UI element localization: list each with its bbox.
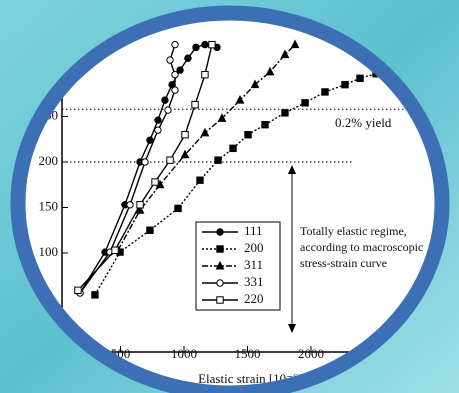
x-tick-label: 1000 xyxy=(171,346,197,361)
marker xyxy=(214,156,222,164)
marker xyxy=(280,49,290,59)
legend: 111 200 311 331 220 xyxy=(195,221,281,311)
x-tick-label: 1500 xyxy=(235,346,261,361)
marker xyxy=(184,54,192,62)
legend-label: 220 xyxy=(244,291,264,306)
marker xyxy=(196,176,204,184)
marker xyxy=(91,291,99,299)
legend-marker xyxy=(216,228,224,236)
marker xyxy=(290,39,300,49)
marker xyxy=(200,127,210,137)
marker xyxy=(265,66,275,76)
marker xyxy=(321,88,329,96)
legend-label: 111 xyxy=(244,223,263,238)
legend-marker xyxy=(215,260,225,270)
marker xyxy=(261,120,269,129)
marker xyxy=(111,246,119,254)
legend-marker xyxy=(216,296,224,304)
marker xyxy=(192,43,200,52)
marker xyxy=(166,56,174,64)
legend-label: 331 xyxy=(244,274,264,289)
legend-label: 311 xyxy=(244,257,263,272)
marker xyxy=(208,40,216,49)
x-tick-label: 2000 xyxy=(298,346,324,361)
marker xyxy=(201,70,209,79)
regime-label: according to macroscopic xyxy=(300,240,423,254)
marker xyxy=(135,205,145,214)
marker xyxy=(174,204,182,213)
marker xyxy=(126,201,134,209)
marker xyxy=(250,79,260,89)
marker xyxy=(154,126,162,134)
marker xyxy=(154,116,162,124)
y-tick-label: 150 xyxy=(39,198,59,213)
marker xyxy=(191,100,199,109)
marker xyxy=(171,70,179,79)
marker xyxy=(136,201,144,209)
regime-label: stress-strain curve xyxy=(300,256,387,270)
marker xyxy=(146,226,154,234)
marker xyxy=(217,113,227,122)
marker xyxy=(301,99,309,107)
marker xyxy=(229,144,237,153)
marker xyxy=(166,156,174,164)
marker xyxy=(181,131,189,139)
legend-label: 200 xyxy=(244,240,264,255)
marker xyxy=(180,149,190,159)
marker xyxy=(164,106,172,114)
arrow-head xyxy=(288,324,296,333)
frame-fill xyxy=(18,13,442,393)
regime-label: Totally elastic regime, xyxy=(300,224,407,238)
marker xyxy=(74,286,82,295)
marker xyxy=(146,136,154,144)
y-tick-label: 200 xyxy=(39,153,59,168)
y-tick-label: 100 xyxy=(39,244,59,259)
marker xyxy=(141,158,149,166)
marker xyxy=(171,40,179,49)
marker xyxy=(176,66,184,74)
marker xyxy=(356,74,364,82)
marker xyxy=(244,131,252,139)
marker xyxy=(235,95,245,104)
series-line xyxy=(79,44,176,294)
legend-marker xyxy=(216,245,224,253)
marker xyxy=(281,109,289,117)
yield-label: 0.2% yield xyxy=(335,115,392,130)
legend-marker xyxy=(216,279,224,287)
marker xyxy=(171,86,179,94)
marker xyxy=(161,96,169,104)
marker xyxy=(151,178,159,186)
frame-border xyxy=(10,5,450,393)
marker xyxy=(341,80,349,89)
arrow-head xyxy=(288,165,296,174)
marker xyxy=(201,40,209,49)
